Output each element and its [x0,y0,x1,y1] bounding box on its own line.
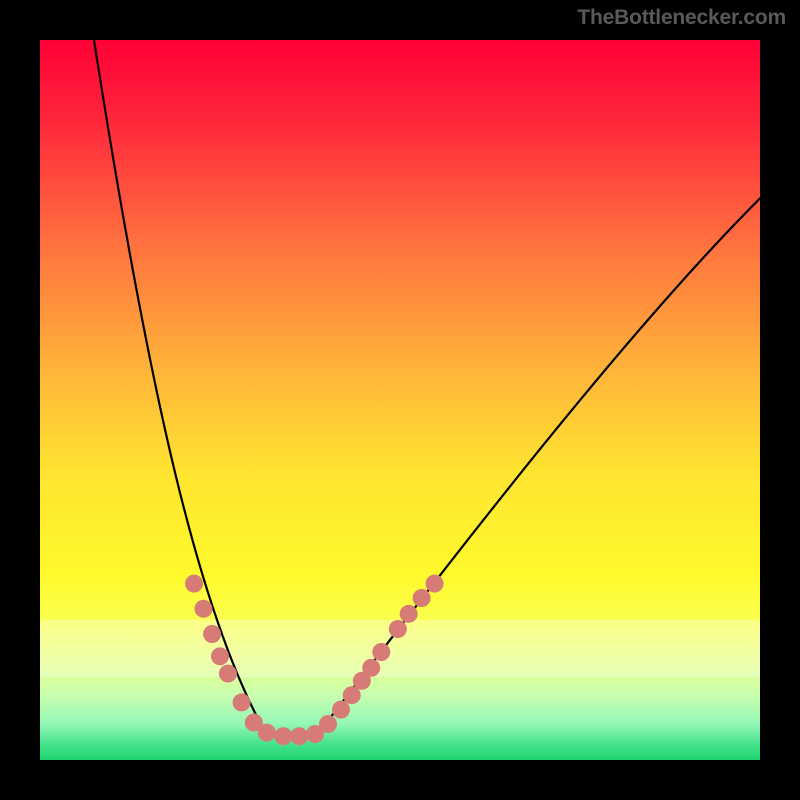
bottleneck-chart [0,0,800,800]
curve-dot [319,715,337,733]
curve-dot [413,589,431,607]
curve-dot [400,605,418,623]
curve-dot [362,659,380,677]
curve-dot [219,665,237,683]
curve-dot [211,647,229,665]
curve-dot [290,727,308,745]
curve-dot [258,724,276,742]
curve-dot [274,727,292,745]
curve-dot [389,620,407,638]
curve-dot [185,575,203,593]
chart-container: TheBottlenecker.com [0,0,800,800]
watermark-label: TheBottlenecker.com [577,6,786,30]
curve-dot [233,693,251,711]
curve-dot [426,575,444,593]
curve-dot [332,701,350,719]
curve-dot [194,600,212,618]
curve-dot [203,625,221,643]
curve-dot [372,643,390,661]
